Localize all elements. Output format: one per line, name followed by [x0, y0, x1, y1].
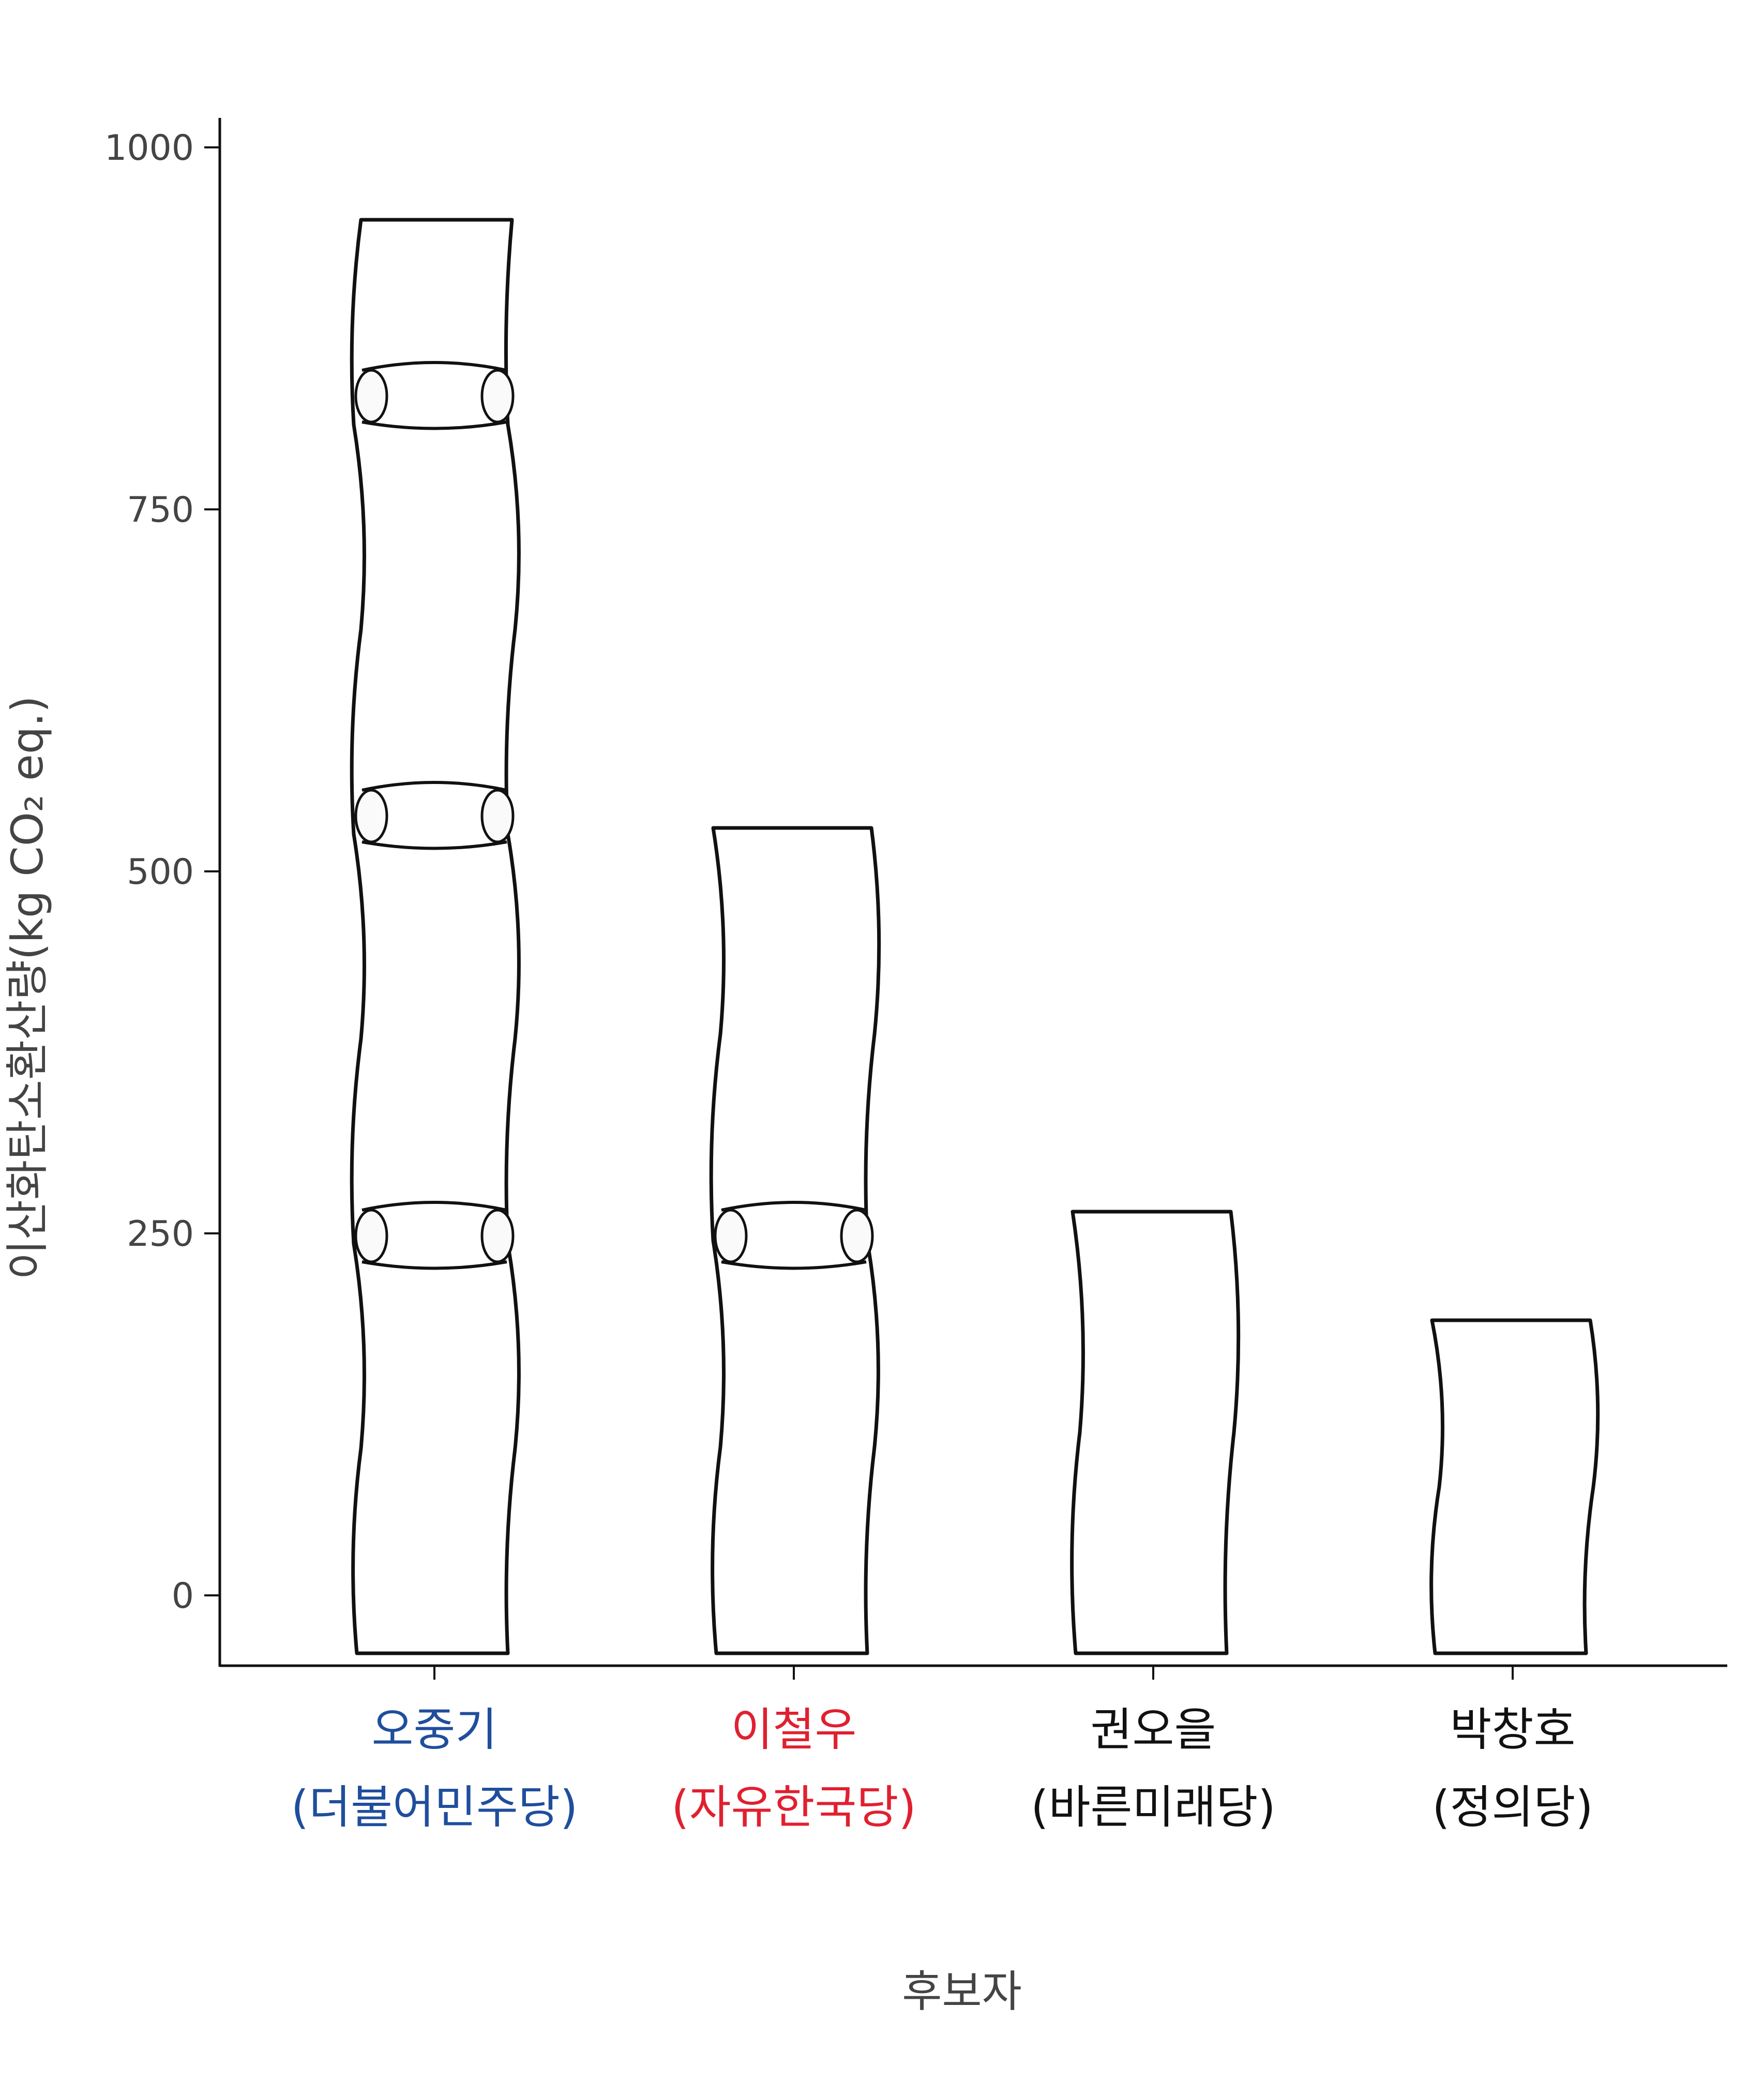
- x-tick-label-name: 오중기: [372, 1703, 497, 1756]
- x-tick-label-party: (더불어민주당): [291, 1781, 578, 1834]
- y-axis-title: 이산화탄소환산량(kg CO₂ eq.): [2, 696, 53, 1279]
- x-axis: 오중기 (더불어민주당) 이철우 (자유한국당) 권오을 (바른미래당) 박창호 (정의당): [291, 1666, 1593, 1834]
- bar-joint-lower: [361, 840, 507, 850]
- bar-3: [1070, 1210, 1241, 1655]
- bar-2: [709, 826, 881, 1655]
- bar-4: [1429, 1318, 1600, 1655]
- bar-joint-upper: [361, 1201, 507, 1212]
- bar-outline: [709, 826, 881, 1655]
- bar-outline: [1429, 1318, 1600, 1655]
- bar-joint-knob: [480, 369, 515, 424]
- y-tick-label: 0: [172, 1576, 194, 1617]
- bar-joint-knob: [354, 789, 388, 843]
- bar-joint-knob: [354, 369, 388, 424]
- bar-joint-upper: [361, 781, 507, 792]
- y-tick-label: 500: [127, 852, 194, 893]
- x-tick-label-party: (정의당): [1432, 1781, 1593, 1834]
- bar-joint-knob: [480, 1209, 515, 1263]
- bars: [350, 218, 1600, 1655]
- y-tick-label: 750: [127, 490, 194, 531]
- x-tick-label-party: (바른미래당): [1031, 1781, 1275, 1834]
- x-tick-label-name: 이철우: [731, 1703, 857, 1756]
- x-tick-label-name: 박창호: [1450, 1703, 1576, 1756]
- y-tick-label: 250: [127, 1214, 194, 1255]
- y-axis: 0 250 500 750 1000: [104, 128, 220, 1617]
- bar-outline: [350, 218, 521, 1655]
- bar-joint-lower: [361, 420, 507, 430]
- bar-joint-knob: [480, 789, 515, 843]
- bar-1: [350, 218, 521, 1655]
- bar-joint-lower: [721, 1260, 867, 1270]
- bar-joint-knob: [354, 1209, 388, 1263]
- x-tick-label-name: 권오을: [1091, 1703, 1216, 1756]
- x-axis-title: 후보자: [902, 1966, 1022, 2017]
- bar-joint-upper: [361, 361, 507, 372]
- bar-joint-upper: [721, 1201, 867, 1212]
- bar-outline: [1070, 1210, 1241, 1655]
- bar-joint-lower: [361, 1260, 507, 1270]
- y-tick-label: 1000: [104, 128, 194, 169]
- bar-joint-knob: [840, 1209, 874, 1263]
- x-tick-label-party: (자유한국당): [671, 1781, 916, 1834]
- bar-joint-knob: [714, 1209, 748, 1263]
